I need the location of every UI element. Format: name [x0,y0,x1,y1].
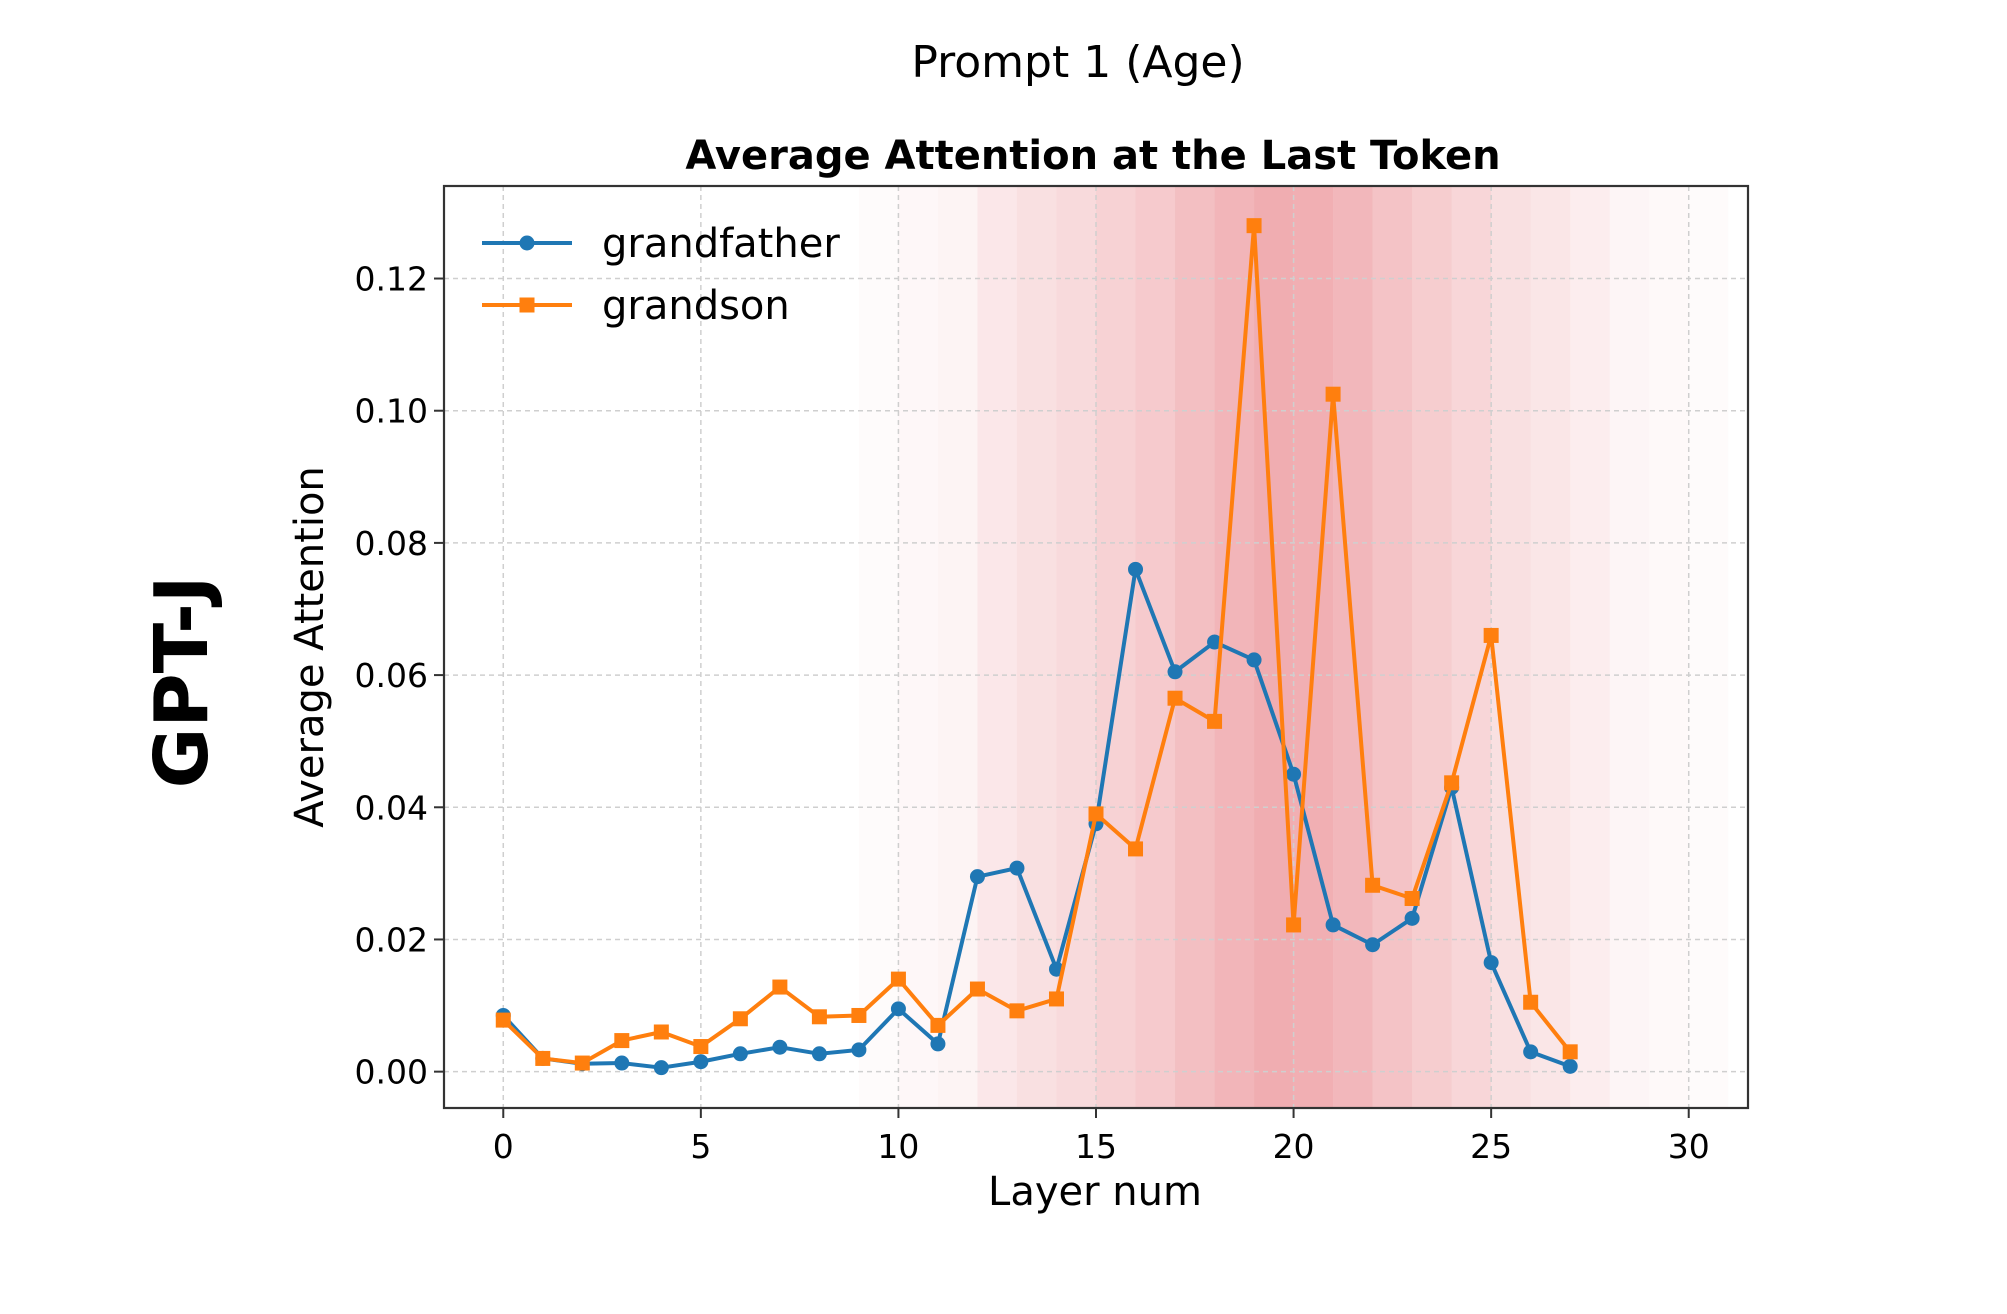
data-point [1523,1044,1539,1060]
data-point [890,1001,906,1017]
x-tick-label: 30 [1668,1127,1710,1166]
data-point [1483,955,1499,971]
chart-title: Average Attention at the Last Token [685,133,1500,179]
heat-band [1412,186,1452,1108]
y-tick-label: 0.04 [355,788,428,827]
heat-band [1056,186,1096,1108]
data-point [1048,991,1064,1007]
data-point [811,1046,827,1062]
x-axis-label: Layer num [988,1169,1202,1215]
data-point [1325,917,1341,933]
heat-band [1649,186,1689,1108]
data-point [732,1011,748,1027]
heat-band [1096,186,1136,1108]
data-point [1128,561,1144,577]
heat-band [859,186,899,1108]
data-point [930,1036,946,1052]
data-point [1246,652,1262,668]
heat-band [1570,186,1610,1108]
series-grandson [495,218,1578,1071]
series-line [501,567,1571,1070]
data-point [495,1012,511,1028]
y-tick-label: 0.12 [355,260,428,299]
legend-item: grandson [482,283,790,329]
data-point [1286,766,1302,782]
legend-label: grandfather [602,221,840,267]
data-point [930,1017,946,1033]
data-point [1088,806,1104,822]
y-axis-label: Average Attention [287,466,333,828]
x-tick-label: 0 [493,1127,514,1166]
y-axis-ticks: 0.00 0.02 0.04 0.06 0.08 0.10 0.12 [355,260,444,1092]
heat-band [977,186,1017,1108]
data-point [1207,634,1223,650]
data-point [693,1054,709,1070]
data-point [574,1055,590,1071]
y-tick-label: 0.02 [355,920,428,959]
data-point [535,1050,551,1066]
x-tick-label: 5 [690,1127,711,1166]
data-point [1404,910,1420,926]
y-tick-label: 0.08 [355,524,428,563]
data-point [1167,664,1183,680]
data-point [1128,841,1144,857]
heat-band [1451,186,1492,1108]
data-point [1404,890,1420,906]
data-point [1444,775,1460,791]
heat-band [937,186,978,1108]
data-point [653,1060,669,1076]
x-tick-label: 15 [1075,1127,1117,1166]
heat-band [1135,186,1176,1108]
data-point [1562,1044,1578,1060]
data-point [851,1007,867,1023]
legend-label: grandson [602,283,790,329]
model-row-label: GPT-J [139,576,225,789]
legend-marker [519,297,535,313]
figure-title: Prompt 1 (Age) [911,37,1244,88]
data-point [653,1024,669,1040]
data-point [969,981,985,997]
data-point [1009,860,1025,876]
data-point [1523,994,1539,1010]
data-point [1246,218,1262,234]
data-point [1286,917,1302,933]
data-point [1009,1003,1025,1019]
data-point [693,1039,709,1055]
x-tick-label: 25 [1470,1127,1512,1166]
data-point [890,971,906,987]
heat-band [1530,186,1571,1108]
heat-band [1372,186,1413,1108]
data-point [772,979,788,995]
data-point [1167,690,1183,706]
y-tick-label: 0.00 [355,1053,428,1092]
heat-band [1689,186,1729,1108]
data-point [614,1055,630,1071]
y-tick-label: 0.06 [355,656,428,695]
data-point [1207,713,1223,729]
data-point [1325,386,1341,402]
heat-band [1491,186,1531,1108]
data-point [772,1039,788,1055]
data-point [1483,627,1499,643]
legend-item: grandfather [482,221,840,267]
y-tick-label: 0.10 [355,392,428,431]
data-point [1365,937,1381,953]
data-point [732,1046,748,1062]
x-axis-ticks: 0 5 10 15 20 25 30 [493,1108,1710,1166]
legend-marker [519,235,535,251]
series-line [501,223,1572,1066]
heat-band [898,186,938,1108]
data-point [614,1033,630,1049]
x-tick-label: 10 [877,1127,919,1166]
legend: grandfather grandson [482,221,840,329]
x-tick-label: 20 [1273,1127,1315,1166]
heat-band [1609,186,1650,1108]
series-group [495,218,1578,1076]
data-point [851,1042,867,1058]
data-point [969,869,985,885]
data-point [1365,877,1381,893]
data-point [1562,1058,1578,1074]
data-point [811,1009,827,1025]
